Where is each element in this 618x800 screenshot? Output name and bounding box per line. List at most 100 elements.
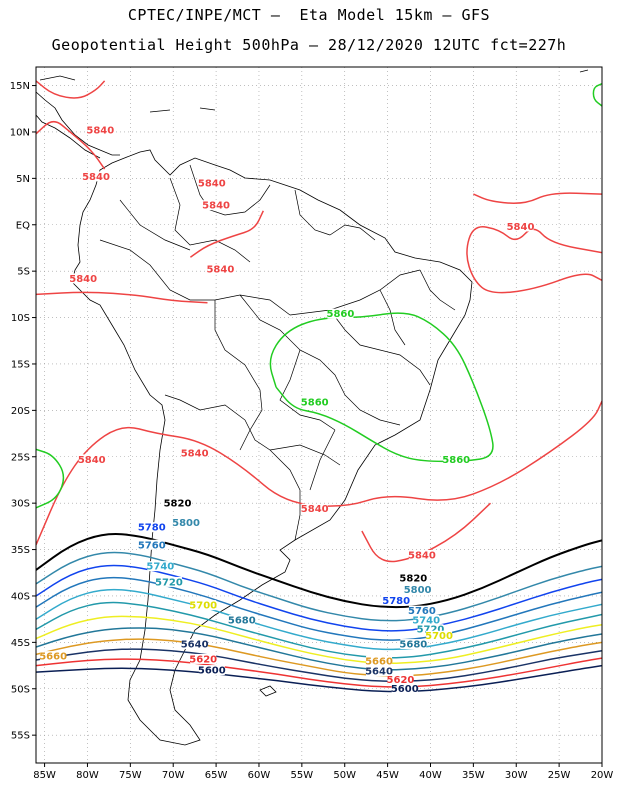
contour-label-5840: 5840 — [198, 178, 226, 189]
tick-label-lon: 20W — [591, 770, 614, 781]
tick-label-lon: 65W — [205, 770, 228, 781]
tick-label-lon: 25W — [548, 770, 571, 781]
contour-label-bg — [507, 221, 534, 232]
contour-5720 — [36, 601, 602, 659]
tick-label-lon: 75W — [119, 770, 142, 781]
contour-label-bg — [404, 584, 431, 595]
caribbean-islands — [39, 69, 589, 113]
contour-label-bg — [138, 539, 165, 550]
plot-frame — [35, 66, 603, 764]
contour-5840 — [36, 291, 208, 304]
tick-label-lon: 70W — [162, 770, 185, 781]
tick-label-lon: 80W — [76, 770, 99, 781]
contour-label-5680: 5680 — [228, 615, 256, 626]
axis-ticks: 85W 80W 75W 70W 65W 60W 55W 50W 45W 40W 35W 30W 25W 2… — [10, 81, 614, 781]
contour-label-bg — [155, 576, 182, 587]
contour-5620 — [36, 657, 602, 688]
falkland-islands — [259, 685, 277, 697]
country-borders — [99, 164, 456, 541]
contour-5660 — [36, 638, 602, 677]
tick-label-lat: 40S — [11, 591, 30, 602]
title-line-1: CPTEC/INPE/MCT – Eta Model 15km – GFS — [127, 6, 491, 24]
contour-5800 — [36, 551, 602, 622]
contour-label-5740: 5740 — [146, 562, 174, 573]
tick-label-lat: 10S — [11, 313, 30, 324]
tick-label-lat: 50S — [11, 684, 30, 695]
contour-label-bg — [138, 522, 165, 533]
tick-label-lon: 30W — [505, 770, 528, 781]
contour-label-bg — [190, 600, 217, 611]
contour-label-bg — [70, 273, 97, 284]
contour-label-5840: 5840 — [202, 201, 230, 212]
contour-label-5720: 5720 — [417, 625, 445, 636]
tick-label-lon: 50W — [333, 770, 356, 781]
tick-label-lon: 85W — [33, 770, 56, 781]
tick-label-lat: 5N — [16, 174, 30, 185]
contour-labels: 5840 5840 5840 5840 5840 5840 5840 5840 5840 5840… — [39, 124, 534, 695]
contour-label-bg — [408, 605, 435, 616]
central-america-coastline — [36, 91, 120, 159]
contour-label-5820: 5820 — [399, 574, 427, 585]
contour-5860 — [269, 312, 494, 463]
contour-label-bg — [207, 264, 234, 275]
contour-label-bg — [383, 595, 410, 606]
contour-label-5740: 5740 — [412, 615, 440, 626]
tick-label-lon: 55W — [291, 770, 314, 781]
contour-5860 — [592, 83, 602, 107]
coastline-and-borders — [36, 69, 589, 746]
contour-5640 — [36, 648, 602, 683]
contour-5840 — [466, 226, 602, 294]
south-america-coastline — [71, 149, 473, 746]
contour-label-5780: 5780 — [138, 523, 166, 534]
contour-label-bg — [391, 683, 418, 694]
title-line-2: Geopotential Height 500hPa – 28/12/2020 … — [51, 36, 567, 54]
tick-label-lat: 15N — [10, 81, 30, 92]
contour-label-5780: 5780 — [382, 596, 410, 607]
tick-label-lat: 45S — [11, 638, 30, 649]
contour-label-bg — [83, 171, 110, 182]
contour-label-bg — [173, 517, 200, 528]
tick-label-lat: 5S — [17, 267, 30, 278]
contour-label-bg — [181, 447, 208, 458]
contour-label-bg — [366, 665, 393, 676]
contour-label-5640: 5640 — [365, 666, 393, 677]
contour-5840 — [189, 210, 264, 258]
contour-label-5840: 5840 — [86, 125, 114, 136]
contour-label-5820: 5820 — [164, 499, 192, 510]
contour-5840 — [36, 80, 106, 99]
contour-label-bg — [190, 653, 217, 664]
contour-label-5660: 5660 — [365, 656, 393, 667]
contour-5780 — [36, 564, 602, 632]
contour-label-bg — [426, 630, 453, 641]
contour-label-bg — [417, 624, 444, 635]
contour-label-bg — [400, 639, 427, 650]
contour-label-5840: 5840 — [301, 504, 329, 515]
tick-label-lon: 40W — [419, 770, 442, 781]
contour-5760 — [36, 576, 602, 641]
contour-label-bg — [400, 573, 427, 584]
contour-label-bg — [164, 498, 191, 509]
tick-label-lon: 60W — [248, 770, 271, 781]
contour-label-bg — [203, 200, 230, 211]
contour-label-5600: 5600 — [198, 666, 226, 677]
contour-5860 — [36, 448, 65, 509]
contour-5820 — [36, 532, 602, 609]
contour-label-5600: 5600 — [391, 684, 419, 695]
contour-label-bg — [413, 614, 440, 625]
contour-label-5840: 5840 — [78, 455, 106, 466]
contour-label-5860: 5860 — [301, 397, 329, 408]
contour-label-bg — [78, 454, 105, 465]
contour-label-bg — [387, 674, 414, 685]
contour-label-bg — [147, 561, 174, 572]
contour-label-5680: 5680 — [399, 640, 427, 651]
contour-5740 — [36, 588, 602, 651]
tick-label-lat: 55S — [11, 731, 30, 742]
contour-5840 — [361, 502, 492, 563]
tick-label-lat: 30S — [11, 499, 30, 510]
contour-label-bg — [87, 124, 114, 135]
tick-label-lat: 20S — [11, 406, 30, 417]
contour-label-5700: 5700 — [189, 601, 217, 612]
contour-label-bg — [301, 396, 328, 407]
tick-label-lat: EQ — [16, 220, 30, 231]
